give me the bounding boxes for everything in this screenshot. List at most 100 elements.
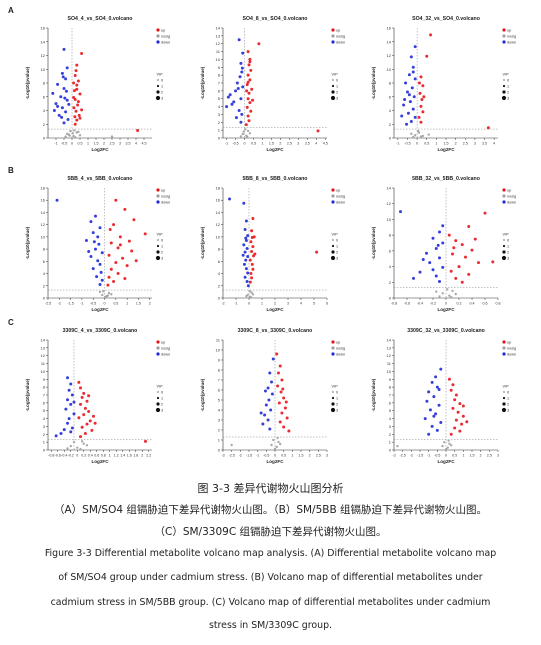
- data-point-nosig: [412, 135, 415, 139]
- data-point-up: [421, 84, 425, 88]
- y-tick-label: 1: [218, 128, 221, 133]
- data-point-down: [66, 117, 70, 121]
- vip-size-swatch: [331, 402, 335, 406]
- y-tick-label: 8: [218, 368, 221, 373]
- data-point-down: [225, 105, 229, 109]
- vip-size-swatch: [330, 407, 336, 413]
- data-point-down: [244, 236, 248, 240]
- x-tick-label: -0.5: [434, 454, 440, 458]
- x-tick-label: 3.5: [126, 142, 131, 146]
- legend-swatch-up: [502, 28, 506, 32]
- caption-en-line4: stress in SM/3309C group.: [208, 620, 333, 631]
- data-point-up: [454, 239, 458, 243]
- x-tick-label: 0.2: [457, 302, 462, 306]
- vip-legend-label: 1: [507, 84, 509, 88]
- data-point-up: [467, 272, 471, 276]
- data-point-down: [244, 258, 248, 262]
- data-point-down: [435, 428, 439, 432]
- data-point-nosig: [279, 442, 282, 446]
- y-tick-label: 12: [387, 201, 392, 206]
- data-point-down: [56, 82, 60, 86]
- x-tick-label: 3: [297, 142, 299, 146]
- x-tick-label: 0.4: [88, 454, 93, 458]
- vip-legend-label: 2: [336, 90, 338, 94]
- y-tick-label: 0: [43, 136, 46, 141]
- x-tick-label: 4: [135, 142, 137, 146]
- data-point-down: [437, 403, 441, 407]
- data-point-down: [98, 262, 102, 266]
- vip-legend-label: 3: [507, 96, 509, 100]
- y-tick-label: 16: [41, 26, 46, 31]
- data-point-nosig: [64, 135, 67, 138]
- data-point-down: [427, 432, 431, 436]
- legend-label: up: [336, 28, 340, 32]
- volcano-panel: SO4_32_vs_SO4_0.volcano 0 2 4 6 8 10 12 14 16 -1 -0…: [366, 10, 538, 162]
- data-point-up: [112, 223, 116, 227]
- data-point-up: [465, 420, 469, 424]
- y-tick-label: 3: [218, 112, 221, 117]
- x-tick-label: 0: [244, 142, 246, 146]
- vip-legend-label: VIP: [332, 384, 339, 388]
- data-point-up: [75, 63, 79, 67]
- y-tick-label: 1: [43, 440, 46, 445]
- data-point-up: [458, 402, 462, 406]
- y-tick-label: 8: [389, 233, 392, 238]
- data-point-down: [438, 230, 441, 234]
- x-tick-label: 1.5: [94, 142, 99, 146]
- data-point-down: [62, 428, 66, 432]
- x-tick-label: 0.8: [101, 454, 106, 458]
- data-point-up: [275, 352, 279, 356]
- data-point-up: [421, 110, 425, 114]
- data-point-down: [427, 390, 431, 394]
- data-point-up: [72, 89, 76, 93]
- data-point-down: [240, 66, 244, 70]
- data-point-nosig: [79, 448, 82, 451]
- y-tick-label: 2: [389, 280, 392, 285]
- data-point-up: [282, 425, 286, 429]
- y-tick-label: 12: [41, 222, 46, 227]
- data-point-down: [93, 247, 97, 251]
- data-point-down: [431, 268, 435, 272]
- data-point-down: [99, 270, 103, 274]
- x-tick-label: 4.5: [323, 142, 328, 146]
- data-point-down: [428, 408, 432, 412]
- legend-label: nosig: [507, 194, 516, 198]
- legend-swatch-down: [502, 40, 506, 44]
- data-point-up: [250, 87, 254, 91]
- data-point-up: [452, 246, 456, 250]
- data-point-up: [73, 98, 77, 101]
- data-point-up: [282, 396, 286, 400]
- data-point-up: [277, 401, 281, 405]
- legend-swatch-up: [331, 28, 335, 32]
- caption-en-line3: cadmium stress in SM/5BB group. (C) Volc…: [50, 597, 491, 608]
- y-tick-label: 10: [41, 369, 46, 374]
- x-tick-label: 0.4: [470, 302, 475, 306]
- data-point-up: [108, 228, 112, 232]
- vip-legend-label: 1: [161, 84, 163, 88]
- data-point-down: [62, 47, 66, 51]
- data-point-down: [439, 421, 443, 424]
- legend-label: nosig: [336, 194, 345, 198]
- data-point-down: [67, 417, 71, 421]
- x-tick-label: 2: [480, 454, 482, 458]
- x-tick-label: 1.8: [133, 454, 138, 458]
- data-point-down: [409, 120, 413, 123]
- data-point-down: [246, 254, 250, 258]
- x-tick-label: 0.5: [281, 454, 286, 458]
- data-point-up: [457, 265, 461, 269]
- data-point-down: [52, 109, 56, 112]
- data-point-up: [83, 432, 87, 435]
- data-point-up: [80, 395, 84, 399]
- data-point-down: [235, 81, 239, 85]
- y-axis-label: -Log10(pvalue): [25, 66, 30, 99]
- vip-legend-label: 2: [507, 90, 509, 94]
- data-point-up: [477, 261, 480, 265]
- y-tick-label: 12: [41, 353, 46, 358]
- legend-label: up: [336, 340, 340, 344]
- data-point-down: [97, 242, 101, 246]
- data-point-down: [266, 418, 270, 422]
- y-tick-label: 0: [43, 448, 46, 453]
- vip-legend-label: 0: [336, 390, 338, 394]
- legend-label: up: [336, 188, 340, 192]
